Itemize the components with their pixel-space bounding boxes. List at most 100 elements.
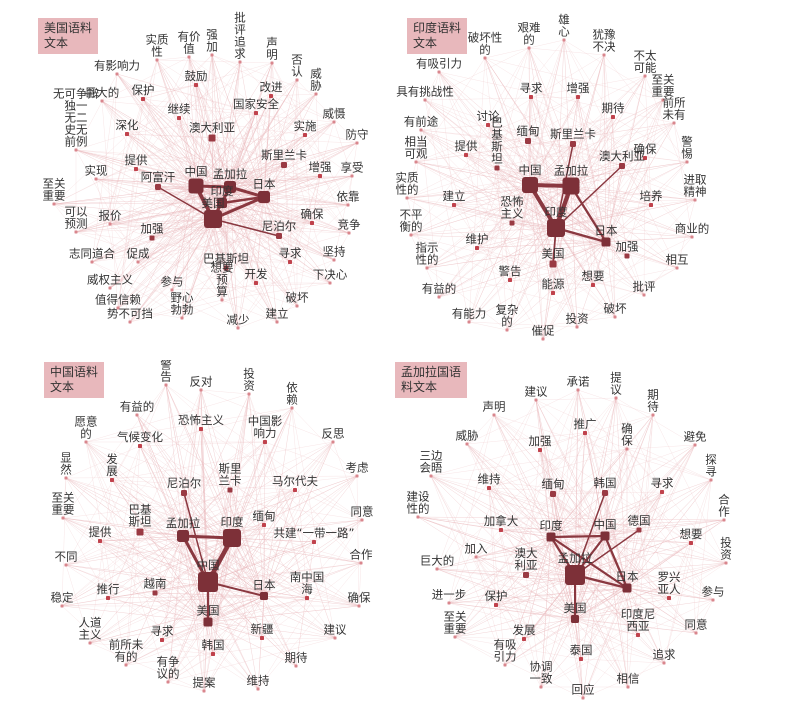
edge <box>466 443 552 538</box>
edge <box>417 516 606 537</box>
edge <box>212 218 331 284</box>
node-label: 美国 <box>197 604 220 618</box>
edge <box>278 235 335 261</box>
edge <box>484 39 565 59</box>
edge <box>91 59 158 263</box>
edge <box>75 149 285 166</box>
edge <box>165 384 265 597</box>
edge <box>542 241 607 340</box>
node <box>64 563 68 567</box>
node <box>331 440 335 444</box>
edge <box>139 445 360 607</box>
edge <box>212 218 278 323</box>
edge <box>484 57 646 159</box>
node-label: 合作 <box>718 493 730 519</box>
edge <box>454 535 606 638</box>
node <box>333 636 337 640</box>
edge <box>529 122 675 186</box>
edge <box>182 428 202 537</box>
node <box>522 177 538 193</box>
edge <box>296 175 321 307</box>
node-label: 参与 <box>161 275 184 289</box>
edge <box>139 407 293 447</box>
node-label: 新疆 <box>251 622 274 636</box>
edge <box>550 444 696 538</box>
node <box>227 487 233 493</box>
edge <box>430 475 506 666</box>
edge <box>161 621 209 641</box>
node-label: 泰国 <box>570 643 593 657</box>
edge <box>540 574 576 688</box>
node-label: 加拿大 <box>484 514 519 528</box>
node <box>60 604 64 608</box>
edge <box>574 574 629 688</box>
edge <box>424 99 607 243</box>
node <box>314 92 318 96</box>
edge <box>500 529 576 576</box>
node-label: 中国 <box>594 518 617 532</box>
edge <box>161 639 205 692</box>
edge <box>605 161 688 243</box>
edge <box>430 475 606 494</box>
edge <box>62 517 184 537</box>
edge <box>539 449 697 634</box>
node-label: 提案 <box>193 676 216 690</box>
edge <box>465 154 557 229</box>
node-label: 协调一致 <box>530 660 553 686</box>
edge <box>436 432 586 570</box>
edge <box>263 475 358 597</box>
edge <box>195 62 273 187</box>
edge <box>271 62 350 234</box>
edge <box>652 414 727 564</box>
node-label: 寻求 <box>279 246 302 260</box>
edge <box>417 516 576 620</box>
node-label: 依靠 <box>337 190 360 204</box>
edge <box>65 445 141 479</box>
edge <box>116 73 214 220</box>
node-label: 有争议的 <box>157 655 180 681</box>
node <box>437 70 441 74</box>
edge <box>626 587 670 599</box>
edge <box>85 441 209 583</box>
edge <box>212 218 298 307</box>
edge <box>257 562 362 690</box>
edge <box>107 595 265 599</box>
node <box>429 474 433 478</box>
node <box>125 132 129 136</box>
edge <box>195 185 350 234</box>
edge <box>570 185 678 269</box>
edge <box>207 621 259 690</box>
edge <box>65 564 263 639</box>
edge <box>420 129 440 298</box>
edge <box>673 122 693 238</box>
edge <box>109 196 265 289</box>
edge <box>454 493 554 638</box>
edge <box>468 279 511 323</box>
edge <box>504 562 727 666</box>
edge <box>75 185 197 233</box>
node <box>709 478 713 482</box>
node <box>303 133 307 137</box>
edge <box>271 62 285 166</box>
edge <box>644 99 664 159</box>
node-label: 发展 <box>106 452 118 478</box>
node-label: 破坏 <box>286 291 309 305</box>
edge <box>582 444 696 699</box>
node-label: 印度 <box>540 519 563 533</box>
node <box>661 98 665 102</box>
edge <box>555 199 696 229</box>
edge <box>85 441 265 597</box>
edge <box>529 184 544 340</box>
edge <box>289 204 349 263</box>
edge <box>535 399 606 537</box>
edge <box>200 428 214 655</box>
node <box>256 687 260 691</box>
edge <box>109 218 214 225</box>
node-label: 前所未有的 <box>109 638 144 664</box>
edge <box>542 157 646 340</box>
edge <box>137 218 214 263</box>
edge <box>154 592 214 655</box>
edge <box>420 129 529 142</box>
node-label: 建议 <box>324 623 347 637</box>
edge <box>424 99 572 187</box>
